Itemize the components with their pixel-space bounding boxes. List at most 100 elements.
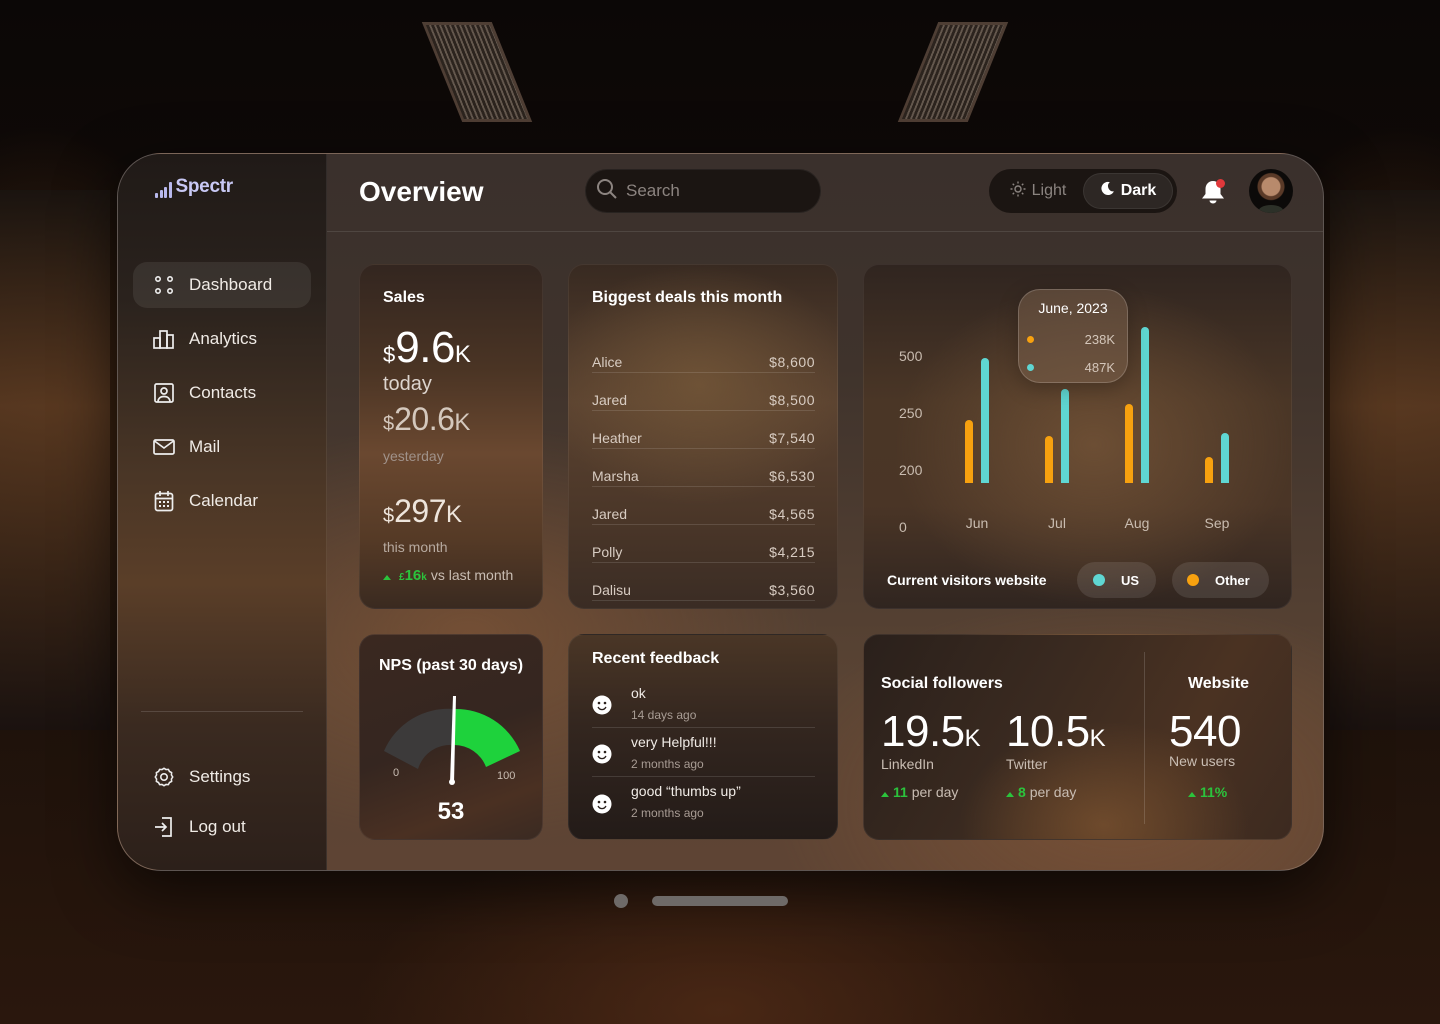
- user-avatar[interactable]: [1249, 169, 1293, 213]
- deal-amount: $8,500: [769, 392, 815, 408]
- bar-us-jul[interactable]: [1061, 389, 1069, 483]
- sidebar-item-dashboard[interactable]: Dashboard: [133, 262, 311, 308]
- delta-unit: k: [421, 572, 427, 583]
- sidebar-item-analytics[interactable]: Analytics: [133, 316, 311, 362]
- tooltip-value: 487K: [1084, 360, 1115, 375]
- legend-other-toggle[interactable]: Other: [1172, 562, 1269, 598]
- legend-us-toggle[interactable]: US: [1077, 562, 1156, 598]
- currency-symbol: $: [383, 505, 395, 527]
- theme-dark-label: Dark: [1120, 182, 1157, 199]
- feedback-item[interactable]: good “thumbs up” 2 months ago: [592, 777, 815, 826]
- value-number: 9.6: [395, 323, 455, 372]
- value-unit: K: [964, 725, 981, 752]
- y-axis-tick: 500: [899, 348, 923, 364]
- app-window: Spectr Dashboard Analytics Contacts: [117, 153, 1324, 871]
- bar-other-aug[interactable]: [1125, 404, 1133, 483]
- gauge-min-label: 0: [393, 767, 400, 779]
- bar-other-jul[interactable]: [1045, 436, 1053, 483]
- bar-other-jun[interactable]: [965, 420, 973, 483]
- x-axis-tick: Sep: [1204, 515, 1230, 531]
- up-triangle-icon: [383, 575, 391, 580]
- sidebar-item-contacts[interactable]: Contacts: [133, 370, 311, 416]
- delta-label: per day: [911, 784, 959, 800]
- deal-row[interactable]: Marsha $6,530: [592, 449, 815, 487]
- gauge-empty-arc: [384, 708, 454, 769]
- delta-number: 11: [893, 784, 908, 800]
- notifications-button[interactable]: [1199, 178, 1227, 206]
- search-box[interactable]: [585, 169, 821, 213]
- chart-title: Current visitors website: [887, 572, 1047, 588]
- website-delta: 11%: [1188, 784, 1227, 800]
- x-axis-tick: Jun: [965, 515, 989, 531]
- feedback-item[interactable]: very Helpful!!! 2 months ago: [592, 728, 815, 777]
- gear-icon: [153, 766, 175, 788]
- sales-today-value: $9.6K: [383, 323, 471, 373]
- sidebar-nav: Dashboard Analytics Contacts Mail: [133, 262, 311, 532]
- page-indicator-dot[interactable]: [614, 894, 628, 908]
- app-name: Spectr: [175, 176, 234, 197]
- gauge-filled-arc: [454, 708, 520, 767]
- bar-other-sep[interactable]: [1205, 457, 1213, 483]
- deal-row[interactable]: Jared $4,565: [592, 487, 815, 525]
- biggest-deals-card: Biggest deals this month Alice $8,600 Jar…: [568, 264, 838, 609]
- deal-row[interactable]: Alice $8,600: [592, 335, 815, 373]
- sales-yesterday-label: yesterday: [383, 448, 444, 464]
- deal-row[interactable]: Heather $7,540: [592, 411, 815, 449]
- sidebar-item-settings[interactable]: Settings: [133, 754, 311, 800]
- website-title: Website: [1187, 675, 1250, 692]
- app-logo[interactable]: Spectr: [155, 176, 233, 198]
- deal-amount: $7,540: [769, 430, 815, 446]
- deal-amount: $3,560: [769, 582, 815, 598]
- sidebar-item-label: Calendar: [189, 491, 258, 510]
- sidebar-item-mail[interactable]: Mail: [133, 424, 311, 470]
- theme-light-button[interactable]: Light: [993, 173, 1083, 209]
- ceiling-light-decoration: [421, 22, 533, 122]
- sidebar-item-label: Analytics: [189, 329, 258, 348]
- y-axis-tick: 0: [899, 519, 907, 535]
- delta-currency: £: [399, 572, 405, 583]
- deal-amount: $4,215: [769, 544, 815, 560]
- sun-icon: [1010, 181, 1026, 202]
- deal-name: Heather: [592, 430, 642, 446]
- contact-card-icon: [153, 382, 175, 404]
- sidebar-item-logout[interactable]: Log out: [133, 804, 311, 850]
- deal-row[interactable]: Jared $8,500: [592, 373, 815, 411]
- logout-icon: [153, 816, 175, 838]
- website-new-users-label: New users: [1169, 753, 1236, 769]
- feedback-list: ok 14 days ago very Helpful!!! 2 months ag…: [592, 679, 815, 826]
- bar-us-sep[interactable]: [1221, 433, 1229, 483]
- bar-us-jun[interactable]: [981, 358, 989, 483]
- sidebar-item-calendar[interactable]: Calendar: [133, 478, 311, 524]
- value-number: 19.5: [881, 707, 965, 756]
- search-input[interactable]: [626, 181, 806, 201]
- nps-card: NPS (past 30 days) 0 100 53: [359, 634, 543, 840]
- tooltip-title: June, 2023: [1038, 300, 1108, 316]
- feedback-time: 2 months ago: [631, 806, 704, 820]
- y-axis-tick: 250: [899, 405, 923, 421]
- sidebar-item-label: Log out: [189, 817, 246, 836]
- card-title: NPS (past 30 days): [378, 657, 524, 674]
- section-divider: [1144, 652, 1145, 824]
- sales-card: Sales $9.6K today $20.6K yesterday $297K…: [359, 264, 543, 609]
- us-dot-icon: [1027, 364, 1034, 371]
- feedback-text: ok: [631, 684, 646, 701]
- feedback-item[interactable]: ok 14 days ago: [592, 679, 815, 728]
- deal-row[interactable]: Dalisu $3,560: [592, 563, 815, 601]
- recent-feedback-card: Recent feedback ok 14 days ago very Helpf…: [568, 634, 838, 840]
- sidebar-item-label: Mail: [189, 437, 221, 456]
- window-grab-bar[interactable]: [652, 896, 788, 906]
- main-content: Overview Light Dark: [327, 154, 1323, 870]
- sidebar-item-label: Settings: [189, 767, 251, 786]
- top-bar: Overview Light Dark: [327, 154, 1323, 232]
- sidebar-bottom-nav: Settings Log out: [133, 754, 311, 854]
- bar-us-aug[interactable]: [1141, 327, 1149, 483]
- value-number: 10.5: [1006, 707, 1090, 756]
- theme-dark-button[interactable]: Dark: [1083, 173, 1173, 209]
- card-title: Social followers: [881, 675, 1003, 692]
- delta-value: £16k: [399, 567, 427, 584]
- deal-name: Polly: [592, 544, 623, 560]
- smiley-icon: [592, 794, 612, 813]
- twitter-delta: 8 per day: [1006, 784, 1076, 800]
- deal-row[interactable]: Polly $4,215: [592, 525, 815, 563]
- feedback-time: 2 months ago: [631, 756, 704, 771]
